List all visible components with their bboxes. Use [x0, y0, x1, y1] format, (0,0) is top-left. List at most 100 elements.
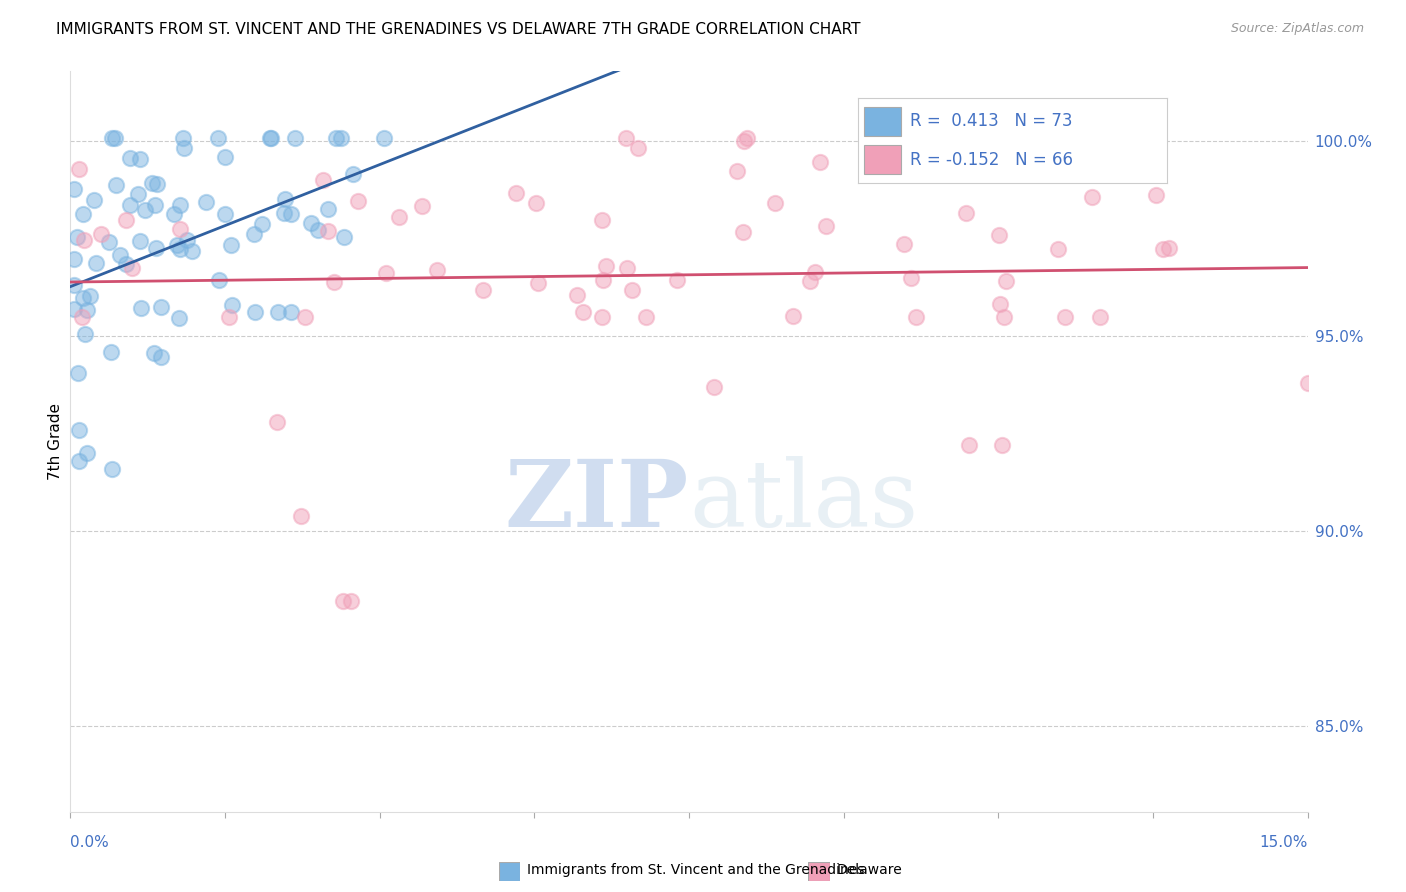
Point — [219, 237, 242, 252]
Point — [70, 310, 93, 324]
Point — [114, 257, 136, 271]
Point — [243, 305, 266, 319]
Point — [900, 271, 922, 285]
Point — [323, 276, 346, 290]
Point — [134, 202, 156, 217]
Point — [218, 310, 240, 324]
Point — [129, 234, 152, 248]
Point — [735, 130, 758, 145]
Point — [375, 266, 398, 280]
Point — [565, 288, 588, 302]
Text: Immigrants from St. Vincent and the Grenadines: Immigrants from St. Vincent and the Gren… — [527, 863, 865, 877]
Point — [108, 248, 131, 262]
Point — [169, 198, 191, 212]
Point — [63, 182, 86, 196]
Point — [150, 300, 173, 314]
Point — [145, 177, 167, 191]
Point — [145, 241, 167, 255]
Point — [67, 161, 90, 176]
Point — [725, 163, 748, 178]
Point — [595, 259, 617, 273]
Point — [388, 210, 411, 224]
Point — [63, 277, 86, 292]
Point — [325, 130, 347, 145]
Point — [799, 274, 821, 288]
Y-axis label: 7th Grade: 7th Grade — [48, 403, 63, 480]
Point — [169, 222, 191, 236]
Point — [733, 225, 755, 239]
Point — [75, 326, 97, 341]
Point — [83, 194, 105, 208]
Point — [150, 350, 173, 364]
Point — [627, 141, 650, 155]
Point — [208, 273, 231, 287]
Text: R = -0.152   N = 66: R = -0.152 N = 66 — [910, 151, 1073, 169]
Point — [73, 233, 96, 247]
Point — [471, 283, 494, 297]
Point — [1152, 242, 1174, 256]
Point — [505, 186, 527, 201]
Point — [1047, 242, 1070, 256]
Point — [100, 345, 122, 359]
Point — [273, 205, 295, 219]
Point — [333, 230, 356, 244]
Point — [76, 303, 98, 318]
Point — [121, 261, 143, 276]
Point — [1054, 310, 1077, 324]
Point — [66, 230, 89, 244]
Point — [988, 297, 1011, 311]
Bar — [863, 107, 901, 136]
Point — [636, 310, 658, 324]
Point — [101, 130, 124, 145]
Text: atlas: atlas — [689, 456, 918, 546]
Point — [162, 207, 184, 221]
Point — [1157, 241, 1180, 255]
Point — [195, 194, 218, 209]
Point — [242, 227, 264, 241]
Point — [214, 149, 236, 163]
Point — [90, 227, 112, 242]
Point — [221, 298, 243, 312]
Point — [142, 346, 165, 360]
Point — [991, 438, 1014, 452]
Point — [173, 141, 195, 155]
Point — [346, 194, 368, 208]
Point — [426, 263, 449, 277]
Point — [294, 310, 316, 324]
Point — [214, 207, 236, 221]
Point — [280, 207, 302, 221]
Point — [172, 130, 194, 145]
Text: ZIP: ZIP — [505, 456, 689, 546]
Bar — [863, 145, 901, 175]
Point — [290, 508, 312, 523]
Point — [1088, 310, 1111, 324]
Point — [176, 234, 198, 248]
Point — [97, 235, 120, 249]
Point — [339, 594, 361, 608]
Point — [955, 205, 977, 219]
Point — [166, 238, 188, 252]
Point — [342, 167, 364, 181]
Point — [527, 276, 550, 290]
Point — [299, 215, 322, 229]
Point — [592, 273, 614, 287]
Point — [311, 173, 333, 187]
Point — [266, 415, 288, 429]
Point — [72, 291, 94, 305]
Point — [267, 305, 290, 319]
Point — [782, 309, 804, 323]
Point — [733, 134, 755, 148]
Point — [329, 130, 352, 145]
Point — [307, 223, 329, 237]
Point — [118, 151, 141, 165]
Point — [67, 423, 90, 437]
Point — [524, 196, 547, 211]
Point — [66, 366, 89, 380]
Point — [129, 301, 152, 316]
Point — [803, 265, 825, 279]
Point — [167, 311, 190, 326]
Text: 15.0%: 15.0% — [1260, 836, 1308, 850]
Point — [120, 198, 142, 212]
Point — [411, 199, 433, 213]
Point — [316, 224, 339, 238]
